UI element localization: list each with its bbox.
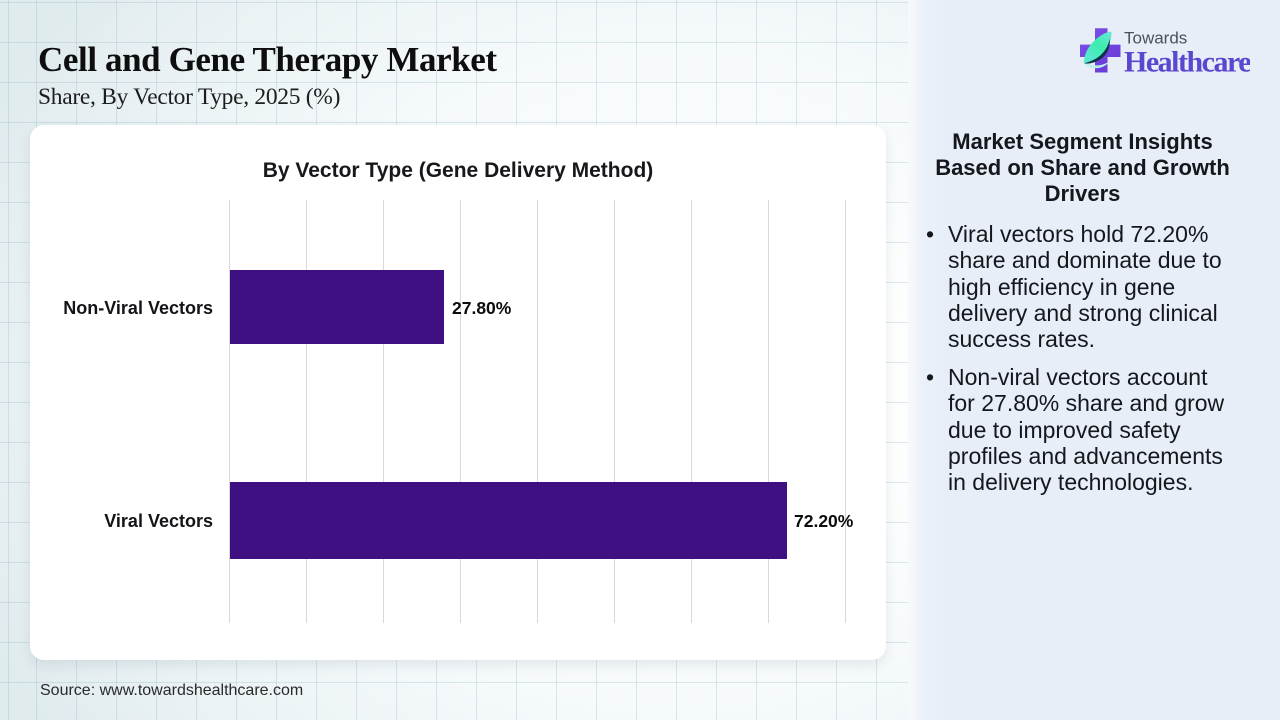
svg-text:Healthcare: Healthcare: [1124, 46, 1250, 79]
svg-text:Towards: Towards: [1124, 29, 1187, 48]
